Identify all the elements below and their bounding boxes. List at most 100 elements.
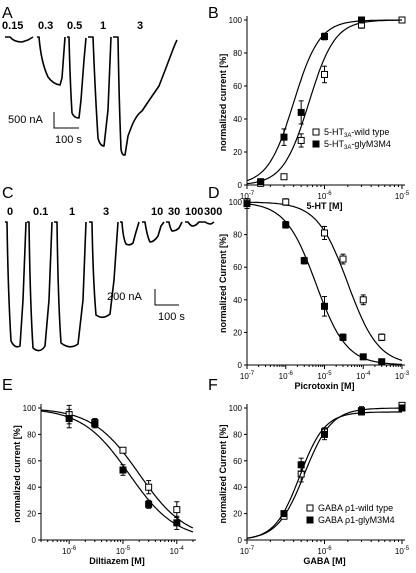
- x-axis-title-d: Picrotoxin [M]: [295, 381, 355, 391]
- x-axis-title-e: Diltiazem [M]: [89, 556, 145, 566]
- trace-a-0-15: [5, 36, 34, 43]
- x-tick-label-f: 10-7: [240, 546, 255, 556]
- data-point-f-filled: [280, 510, 288, 518]
- data-point-d-filled: [321, 302, 328, 310]
- data-point-d-open: [378, 333, 386, 341]
- x-tick-label-d: 10-7: [240, 371, 255, 381]
- x-tick-label-e: 10-4: [170, 546, 185, 556]
- x-tick-label-e: 10-5: [116, 546, 131, 556]
- trace-a-1: [88, 36, 112, 147]
- fit-curve-e-filled: [40, 410, 194, 533]
- panel-e: E 0 20 40 60 80 100 10-6 10-5 10-4 Diltiazem [M] n…: [2, 377, 196, 566]
- conc-label-10: 10: [151, 206, 163, 218]
- y-tick-label-d: 60: [233, 263, 242, 272]
- panel-letter-b: B: [208, 5, 219, 22]
- x-tick-label-b: 10-5: [395, 191, 410, 201]
- trace-c-3: [89, 221, 119, 319]
- conc-label-300: 300: [204, 206, 222, 218]
- legend-marker-f-0: [306, 504, 314, 512]
- trace-c-100: [166, 221, 183, 232]
- conc-label-0-3: 0.3: [38, 20, 53, 32]
- x-tick-label-e: 10-6: [62, 546, 77, 556]
- data-point-b-open: [297, 136, 305, 144]
- data-point-d-open: [321, 229, 328, 237]
- y-tick-label-b: 80: [233, 49, 242, 58]
- y-tick-label-e: 60: [27, 457, 36, 466]
- scale-current-c: 200 nA: [107, 291, 143, 303]
- y-axis-title-e: normalized current [%]: [12, 425, 22, 523]
- legend-entry-f-0: GABA ρ1-wild type: [318, 503, 393, 513]
- x-axis-title-b: 5-HT [M]: [307, 201, 343, 211]
- y-axis-title-b: normalized current [%]: [218, 54, 228, 152]
- x-tick-label-d: 10-5: [317, 371, 332, 381]
- fit-curve-e-open: [40, 409, 194, 529]
- y-tick-label-e: 80: [27, 430, 36, 439]
- trace-c-30: [142, 221, 165, 243]
- x-tick-label-d: 10-6: [279, 371, 294, 381]
- data-point-b-filled: [357, 16, 365, 24]
- scale-time-c: 100 s: [158, 311, 185, 323]
- data-point-b-open: [280, 173, 288, 181]
- data-point-e-filled: [65, 415, 73, 423]
- trace-c-10: [120, 221, 140, 246]
- panel-letter-f: F: [208, 377, 218, 394]
- y-tick-label-f: 80: [233, 430, 242, 439]
- panel-a: A 0.15 0.3 0.5 1 3 500 nA 100 s: [2, 5, 178, 156]
- panel-c: C 0 0.1 1 3 10 30 100 300 200 nA 100 s: [2, 185, 222, 352]
- data-point-e-open: [145, 483, 153, 491]
- conc-label-3: 3: [137, 20, 143, 32]
- conc-label-3-c: 3: [103, 206, 109, 218]
- scale-time-a: 100 s: [55, 134, 82, 146]
- data-point-d-filled: [243, 200, 251, 208]
- y-tick-label-b: 0: [238, 181, 243, 190]
- y-tick-label-b: 60: [233, 82, 242, 91]
- x-tick-label-b: 10-7: [240, 191, 255, 201]
- data-point-f-filled: [321, 430, 328, 438]
- y-tick-label-f: 100: [229, 404, 243, 413]
- y-tick-label-d: 40: [233, 296, 242, 305]
- conc-label-1-c: 1: [69, 206, 75, 218]
- y-tick-label-d: 80: [233, 231, 242, 240]
- scale-bar-a: [53, 112, 79, 129]
- y-tick-label-e: 40: [27, 483, 36, 492]
- y-tick-label-e: 100: [23, 404, 37, 413]
- scale-bar-c: [154, 289, 179, 306]
- conc-label-1: 1: [100, 20, 106, 32]
- trace-c-0-1: [27, 221, 53, 352]
- data-point-b-open: [321, 70, 328, 78]
- conc-label-0-1: 0.1: [33, 206, 48, 218]
- data-point-b-filled: [280, 133, 288, 141]
- x-tick-label-d: 10-4: [356, 371, 371, 381]
- conc-label-0-15: 0.15: [2, 20, 23, 32]
- data-point-d-filled: [339, 333, 347, 341]
- x-tick-label-b: 10-6: [317, 191, 332, 201]
- data-point-f-filled: [357, 407, 365, 415]
- scale-current-a: 500 nA: [8, 114, 44, 126]
- data-point-e-open: [119, 446, 127, 454]
- conc-label-0-5: 0.5: [67, 20, 82, 32]
- x-axis-title-f: GABA [M]: [303, 556, 345, 566]
- data-point-f-filled: [297, 461, 305, 469]
- legend-entry-b-1: 5-HT3A-glyM3M4: [324, 139, 391, 151]
- data-point-f-filled: [398, 404, 406, 412]
- data-point-e-open: [173, 506, 181, 514]
- legend-marker-f-1: [306, 516, 314, 524]
- fit-curve-b-open: [246, 19, 402, 185]
- legend-marker-b-1: [312, 140, 320, 148]
- legend-marker-b-0: [312, 128, 320, 136]
- data-point-d-filled: [300, 257, 308, 265]
- panel-letter-c: C: [2, 185, 14, 202]
- y-tick-label-d: 20: [233, 328, 242, 337]
- y-axis-title-d: normalized Current [%]: [218, 234, 228, 333]
- data-point-d-open: [359, 296, 367, 304]
- trace-c-1: [54, 221, 87, 348]
- legend-entry-f-1: GABA ρ1-glyM3M4: [318, 515, 395, 525]
- conc-label-0: 0: [7, 206, 13, 218]
- data-point-e-filled: [119, 466, 127, 474]
- y-tick-label-b: 40: [233, 115, 242, 124]
- panel-letter-d: D: [208, 185, 220, 202]
- y-tick-label-e: 20: [27, 510, 36, 519]
